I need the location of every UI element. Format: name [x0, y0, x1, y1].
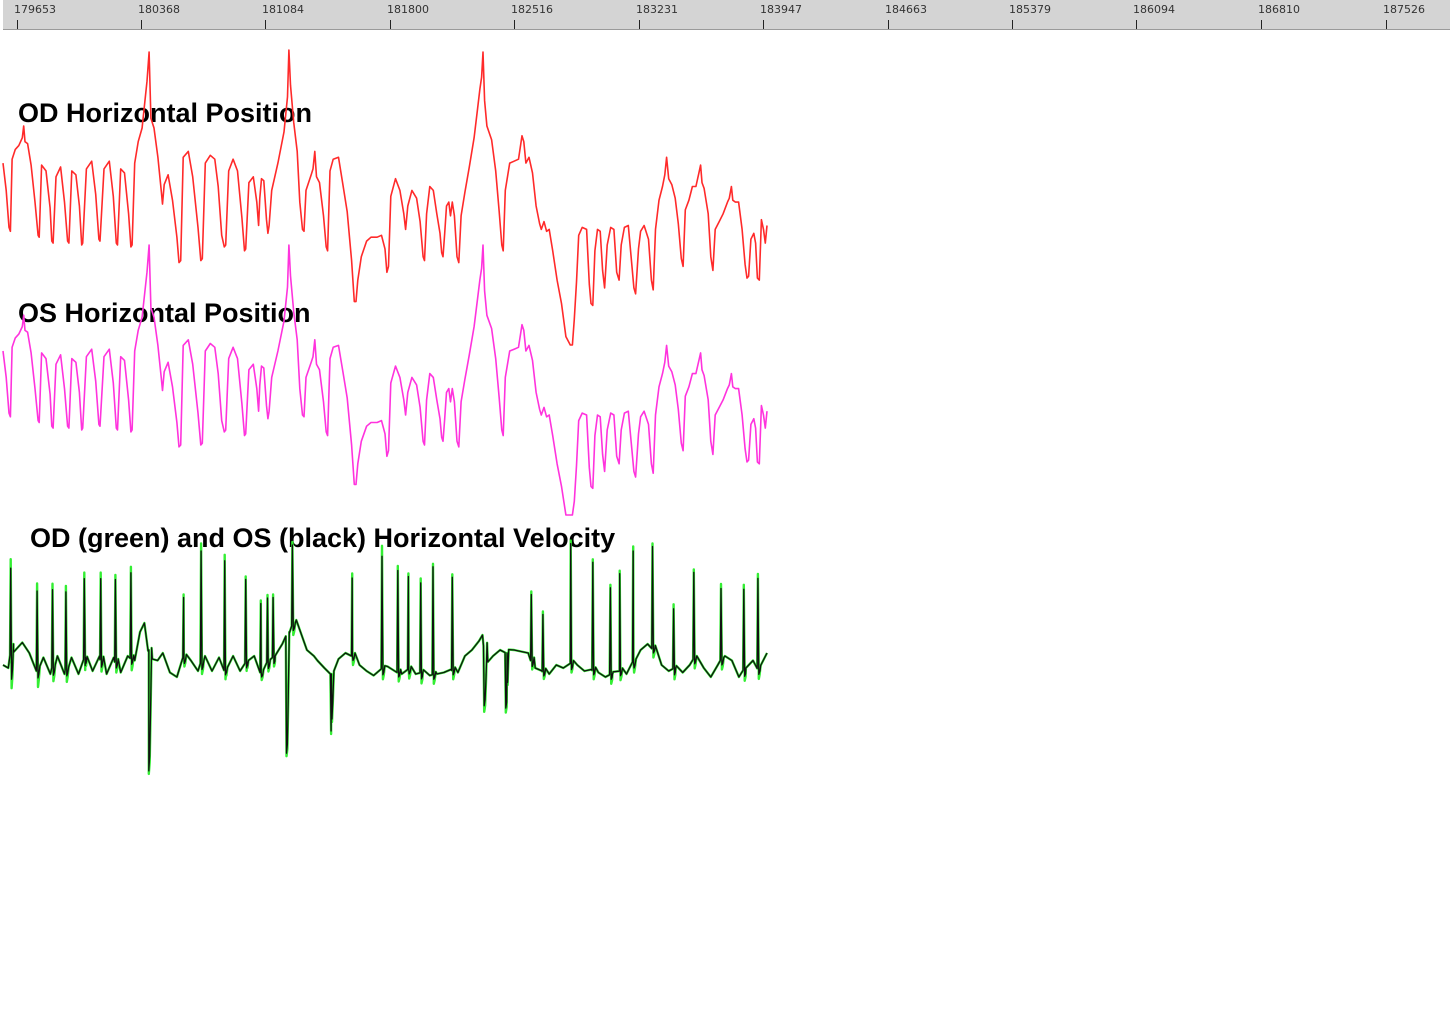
ruler-tick: [639, 20, 640, 29]
ruler-tick: [141, 20, 142, 29]
ruler-tick-label: 183231: [636, 3, 678, 16]
ruler-tick: [888, 20, 889, 29]
ruler-tick: [265, 20, 266, 29]
ruler-tick-label: 186810: [1258, 3, 1300, 16]
velocity-label: OD (green) and OS (black) Horizontal Vel…: [30, 523, 616, 553]
os-velocity-trace: [2, 542, 768, 772]
od-position-trace: [2, 49, 768, 346]
ruler-tick: [1012, 20, 1013, 29]
od-position-label: OD Horizontal Position: [18, 98, 312, 128]
ruler-tick: [1261, 20, 1262, 29]
ruler-tick-label: 185379: [1009, 3, 1051, 16]
os-position-label: OS Horizontal Position: [18, 298, 311, 328]
ruler-tick-label: 181084: [262, 3, 304, 16]
os-position-trace: [2, 244, 768, 516]
ruler-tick-label: 183947: [760, 3, 802, 16]
ruler-tick-label: 179653: [14, 3, 56, 16]
ruler-tick-label: 180368: [138, 3, 180, 16]
ruler-tick-label: 186094: [1133, 3, 1175, 16]
ruler-tick-label: 187526: [1383, 3, 1425, 16]
ruler-tick-label: 181800: [387, 3, 429, 16]
ruler-tick: [390, 20, 391, 29]
ruler-tick: [1136, 20, 1137, 29]
ruler-tick-label: 182516: [511, 3, 553, 16]
ruler-tick: [17, 20, 18, 29]
ruler-tick-label: 184663: [885, 3, 927, 16]
sample-ruler: 179653 180368 181084 181800 182516 183231 1839…: [3, 0, 1450, 30]
ruler-tick: [763, 20, 764, 29]
ruler-tick: [1386, 20, 1387, 29]
ruler-tick: [514, 20, 515, 29]
